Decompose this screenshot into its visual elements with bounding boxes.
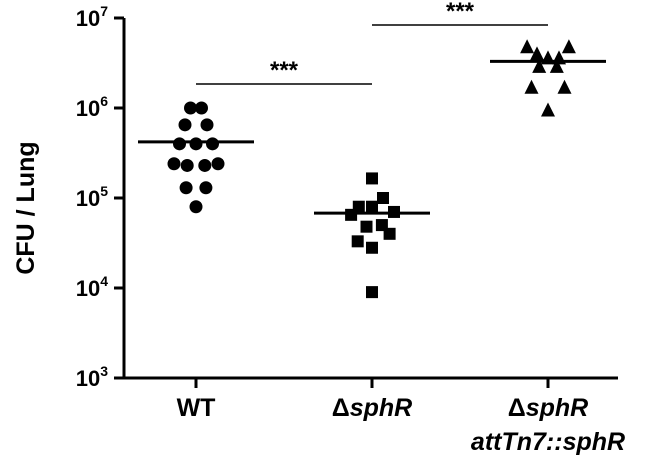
data-point-square — [366, 241, 378, 254]
data-point-circle — [189, 200, 203, 214]
significance-brackets: *** *** — [196, 0, 548, 85]
data-point-square — [345, 208, 358, 221]
data-points — [167, 39, 576, 299]
data-point-square — [360, 220, 373, 233]
data-point-square — [351, 235, 364, 248]
data-point-circle — [206, 137, 219, 151]
category-label: ΔsphR — [332, 394, 412, 422]
y-tick-label: 107 — [76, 3, 108, 31]
data-point-square — [377, 192, 389, 204]
significance-label: *** — [270, 57, 299, 84]
data-point-circle — [189, 137, 203, 151]
category-label: ΔsphR — [508, 394, 588, 422]
data-point-circle — [198, 158, 212, 172]
data-point-triangle — [532, 58, 547, 73]
data-point-square — [366, 200, 378, 213]
data-point-triangle — [541, 102, 555, 117]
category-label: WT — [177, 394, 216, 422]
data-point-circle — [173, 137, 186, 151]
data-point-circle — [195, 101, 208, 115]
data-point-circle — [211, 157, 225, 171]
data-point-square — [383, 227, 396, 240]
data-point-circle — [180, 158, 194, 172]
data-point-triangle — [557, 79, 572, 94]
data-point-triangle — [530, 46, 544, 61]
y-tick-label: 105 — [76, 183, 108, 211]
y-tick-label: 104 — [76, 273, 108, 301]
data-point-circle — [184, 101, 197, 115]
data-point-triangle — [524, 79, 539, 94]
category-label-line2: attTn7::sphR — [471, 428, 625, 456]
significance-label: *** — [446, 0, 475, 25]
data-point-triangle — [549, 58, 564, 73]
y-tick-label: 103 — [76, 363, 108, 391]
data-point-triangle — [561, 39, 576, 54]
data-point-circle — [179, 181, 193, 195]
median-lines — [138, 59, 606, 215]
y-tick-label: 106 — [76, 93, 108, 121]
y-axis-label: CFU / Lung — [12, 141, 40, 274]
data-point-circle — [200, 118, 214, 132]
data-point-circle — [167, 157, 181, 171]
data-point-circle — [178, 118, 192, 132]
data-point-triangle — [520, 39, 535, 54]
data-point-square — [366, 286, 378, 299]
data-point-square — [366, 172, 378, 185]
y-axis-ticks: 103 104 105 106 107 — [76, 3, 124, 391]
data-point-circle — [199, 181, 213, 195]
